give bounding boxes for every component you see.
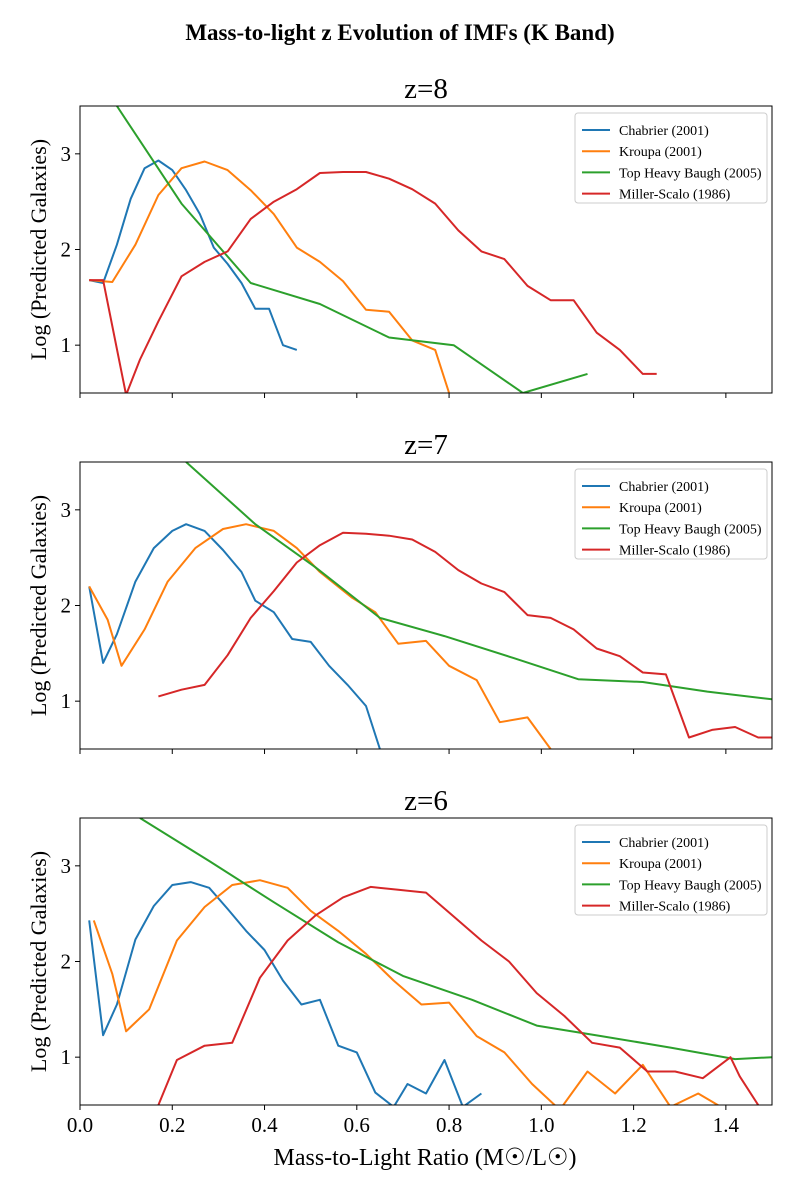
legend-entry: Chabrier (2001)	[619, 124, 709, 139]
series-line-chabrier-2001	[88, 159, 298, 351]
y-axis-label: Log (Predicted Galaxies)	[26, 851, 51, 1072]
subplots: z=8 1 2 3 Log (Predicted Galaxies) Chabrier (…	[26, 73, 773, 1137]
legend-box	[574, 112, 768, 204]
subplot-3: z=6 0.0 0.2 0.4 0.6 0.8 1.0 1.2 1.4 1 2 3 Log (Predi…	[26, 785, 773, 1137]
y-axis-label: Log (Predicted Galaxies)	[26, 495, 51, 716]
y-tick-label: 3	[61, 854, 72, 878]
legend-entry: Kroupa (2001)	[619, 145, 702, 160]
legend-box	[574, 468, 768, 560]
y-tick-label: 1	[61, 689, 72, 713]
series-line-miller-scalo-1986	[157, 885, 760, 1105]
legend: Chabrier (2001) Kroupa (2001) Top Heavy Ba…	[574, 468, 768, 560]
legend-entry: Top Heavy Baugh (2005)	[619, 166, 762, 181]
figure-title: Mass-to-light z Evolution of IMFs (K Ban…	[185, 20, 614, 45]
legend: Chabrier (2001) Kroupa (2001) Top Heavy Ba…	[574, 112, 768, 204]
x-tick-label: 0.4	[251, 1113, 278, 1137]
series-line-miller-scalo-1986	[89, 171, 657, 393]
series-line-miller-scalo-1986	[158, 531, 772, 739]
subplot-title: z=8	[404, 73, 448, 105]
series-line-chabrier-2001	[88, 881, 482, 1105]
legend-entry: Top Heavy Baugh (2005)	[619, 878, 762, 893]
series-line-chabrier-2001	[88, 523, 381, 749]
y-tick-label: 3	[61, 142, 72, 166]
y-tick-label: 2	[61, 950, 72, 974]
y-axis-label: Log (Predicted Galaxies)	[26, 139, 51, 360]
x-tick-label: 1.4	[713, 1113, 740, 1137]
legend-entry: Miller-Scalo (1986)	[619, 544, 731, 559]
x-tick-label: 0.2	[159, 1113, 185, 1137]
y-tick-label: 2	[61, 238, 72, 262]
y-tick-label: 3	[61, 498, 72, 522]
legend-entry: Chabrier (2001)	[619, 836, 709, 851]
legend: Chabrier (2001) Kroupa (2001) Top Heavy Ba…	[574, 824, 768, 916]
legend-entry: Kroupa (2001)	[619, 857, 702, 872]
series-line-kroupa-2001	[92, 879, 720, 1105]
legend-entry: Kroupa (2001)	[619, 501, 702, 516]
legend-entry: Miller-Scalo (1986)	[619, 188, 731, 203]
x-tick-label: 1.0	[528, 1113, 554, 1137]
series-line-top-heavy-baugh-2005	[139, 818, 772, 1061]
series-group	[88, 106, 657, 393]
legend-entry: Top Heavy Baugh (2005)	[619, 522, 762, 537]
series-group	[88, 462, 772, 749]
x-axis-label: Mass-to-Light Ratio (M☉/L☉)	[274, 1145, 577, 1171]
subplot-2: z=7 1 2 3 Log (Predicted Galaxies) Chabrier (…	[26, 429, 773, 754]
y-tick-label: 2	[61, 594, 72, 618]
legend-entry: Miller-Scalo (1986)	[619, 900, 731, 915]
series-group	[88, 818, 772, 1105]
y-tick-label: 1	[61, 333, 72, 357]
x-tick-label: 0.0	[67, 1113, 93, 1137]
series-line-kroupa-2001	[88, 523, 552, 749]
x-tick-label: 0.6	[344, 1113, 370, 1137]
legend-entry: Chabrier (2001)	[619, 480, 709, 495]
series-line-kroupa-2001	[89, 160, 451, 393]
subplot-title: z=7	[404, 429, 448, 461]
x-tick-label: 0.8	[436, 1113, 462, 1137]
subplot-1: z=8 1 2 3 Log (Predicted Galaxies) Chabrier (…	[26, 73, 773, 398]
series-line-top-heavy-baugh-2005	[116, 106, 588, 393]
x-tick-label: 1.2	[620, 1113, 646, 1137]
series-line-top-heavy-baugh-2005	[185, 462, 772, 701]
legend-box	[574, 824, 768, 916]
subplot-title: z=6	[404, 785, 448, 817]
y-tick-label: 1	[61, 1045, 72, 1069]
